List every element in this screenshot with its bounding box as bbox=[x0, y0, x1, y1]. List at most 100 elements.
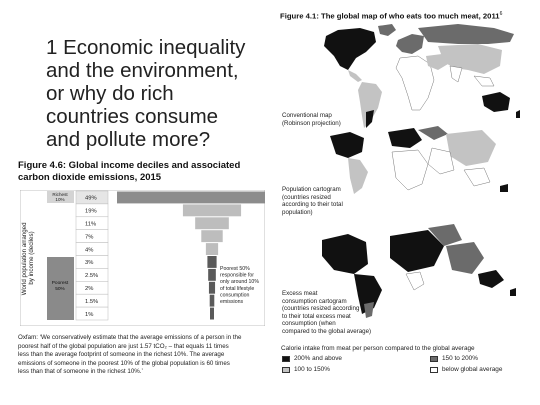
legend-title: Calorie intake from meat per person comp… bbox=[281, 345, 475, 352]
y-axis-label-line-2: by income (deciles) bbox=[28, 231, 35, 284]
legend-label: 150 to 200% bbox=[442, 355, 478, 362]
oxfam-line: poorest half of the global population ar… bbox=[18, 342, 229, 350]
richest-block bbox=[47, 191, 74, 203]
meat-north-america bbox=[322, 234, 368, 274]
emissions-band bbox=[209, 294, 215, 307]
legend-item: 150 to 200% bbox=[430, 355, 478, 362]
caption-line: according to their total bbox=[282, 201, 343, 208]
figure-4-6-title-line: Figure 4.6: Global income deciles and as… bbox=[18, 160, 241, 171]
oxfam-quote: Oxfam: ‘We conservatively estimate that … bbox=[18, 334, 278, 377]
slide-title-line: countries consume bbox=[46, 105, 219, 128]
meat-russia bbox=[428, 224, 462, 246]
pop-china bbox=[446, 130, 496, 166]
meat-africa bbox=[405, 271, 425, 291]
emissions-band bbox=[117, 191, 265, 204]
richest-label-pct: 10% bbox=[55, 197, 64, 202]
decile-share-label: 2% bbox=[85, 286, 93, 292]
figure-4-1-title-text: Figure 4.1: The global map of who eats t… bbox=[280, 11, 500, 21]
world-maps bbox=[322, 24, 520, 318]
caption-line: Conventional map bbox=[282, 112, 332, 119]
decile-share-label: 1.5% bbox=[85, 299, 98, 305]
meat-australia bbox=[478, 270, 504, 288]
legend-swatch bbox=[282, 355, 290, 362]
caption-line: to their total excess meat bbox=[282, 312, 351, 320]
map-africa bbox=[395, 55, 435, 111]
legend-label: below global average bbox=[442, 366, 503, 373]
poorest-block bbox=[47, 257, 74, 320]
map-new-zealand bbox=[516, 110, 520, 118]
caption-line: consumption (when bbox=[282, 320, 336, 327]
annotation-line: emissions bbox=[220, 299, 243, 305]
map-argentina bbox=[366, 110, 374, 128]
y-axis-label: World population arranged by income (dec… bbox=[21, 221, 35, 296]
caption-line: Population cartogram bbox=[282, 186, 341, 193]
emissions-band bbox=[201, 230, 223, 243]
map-central-america bbox=[348, 70, 362, 82]
meat-argentina bbox=[364, 302, 374, 318]
slide-title: 1 Economic inequality and the environmen… bbox=[46, 36, 286, 151]
figure-4-1-title-note: 6 bbox=[499, 11, 503, 17]
pop-north-america bbox=[330, 132, 364, 158]
meat-new-zealand bbox=[510, 288, 516, 296]
emissions-funnel bbox=[117, 191, 265, 320]
population-cartogram bbox=[330, 126, 508, 194]
decile-share-label: 7% bbox=[85, 234, 93, 240]
decile-share-label: 2.5% bbox=[85, 273, 98, 279]
slide-title-line: or why do rich bbox=[46, 82, 174, 105]
annotation-line: consumption bbox=[220, 292, 250, 298]
caption-line: (countries resized according bbox=[282, 305, 360, 312]
decile-rows: 49% 19% 11% 7% 4% 3% 2.5% 2% 1.5% 1% bbox=[75, 190, 109, 321]
legend-label: 200% and above bbox=[294, 355, 342, 362]
excess-meat-cartogram bbox=[322, 224, 516, 318]
map-north-america bbox=[324, 28, 376, 70]
conventional-map bbox=[324, 24, 520, 128]
emissions-band bbox=[208, 281, 216, 294]
pop-europe bbox=[388, 128, 422, 148]
decile-share-label: 49% bbox=[85, 196, 97, 202]
figure-4-6-chart: World population arranged by income (dec… bbox=[20, 190, 265, 326]
emissions-band bbox=[208, 268, 216, 281]
pop-russia bbox=[418, 126, 448, 140]
pop-australia bbox=[500, 184, 508, 192]
caption-line: population) bbox=[282, 208, 313, 216]
meat-latin-america bbox=[354, 274, 382, 314]
pop-africa bbox=[391, 149, 429, 191]
caption-line: (countries resized bbox=[282, 193, 331, 201]
map-asia bbox=[438, 44, 502, 74]
pop-se-asia bbox=[463, 167, 491, 187]
conventional-map-caption: Conventional map (Robinson projection) bbox=[282, 112, 341, 127]
annotation-line: only around 10% bbox=[220, 279, 259, 285]
annotation-line: Poorest 50% bbox=[220, 266, 250, 272]
decile-share-label: 1% bbox=[85, 312, 93, 318]
map-russia bbox=[418, 24, 514, 44]
emissions-decile-chart: World population arranged by income (dec… bbox=[20, 190, 265, 326]
slide-title-line: 1 Economic inequality bbox=[46, 36, 246, 59]
emissions-band bbox=[210, 307, 214, 320]
legend-item: 200% and above bbox=[282, 355, 342, 362]
emissions-band bbox=[182, 204, 242, 217]
decile-share-label: 4% bbox=[85, 247, 93, 253]
emissions-band bbox=[195, 217, 229, 230]
legend-label: 100 to 150% bbox=[294, 366, 330, 373]
decile-share-label: 11% bbox=[85, 221, 96, 227]
meat-europe bbox=[390, 230, 444, 272]
pop-india bbox=[427, 147, 455, 175]
legend-swatch bbox=[430, 366, 438, 373]
legend-item: 100 to 150% bbox=[282, 366, 330, 373]
emissions-band bbox=[207, 256, 217, 268]
map-se-asia bbox=[473, 75, 495, 87]
poorest-annotation: Poorest 50% responsible for only around 10… bbox=[220, 266, 259, 305]
map-europe bbox=[396, 34, 424, 54]
population-cartogram-caption: Population cartogram (countries resized … bbox=[282, 186, 343, 216]
annotation-line: responsible for bbox=[220, 273, 254, 279]
y-axis-label-line-1: World population arranged bbox=[21, 222, 28, 295]
emissions-band bbox=[205, 243, 219, 255]
oxfam-line: less than the average footprint of someo… bbox=[18, 351, 225, 359]
map-greenland bbox=[378, 24, 396, 36]
caption-line: consumption cartogram bbox=[282, 297, 347, 305]
decile-share-label: 19% bbox=[85, 209, 97, 215]
map-india bbox=[449, 65, 463, 83]
legend-swatch bbox=[282, 366, 290, 373]
oxfam-line: emissions of someone in the poorest 10% … bbox=[18, 359, 230, 367]
